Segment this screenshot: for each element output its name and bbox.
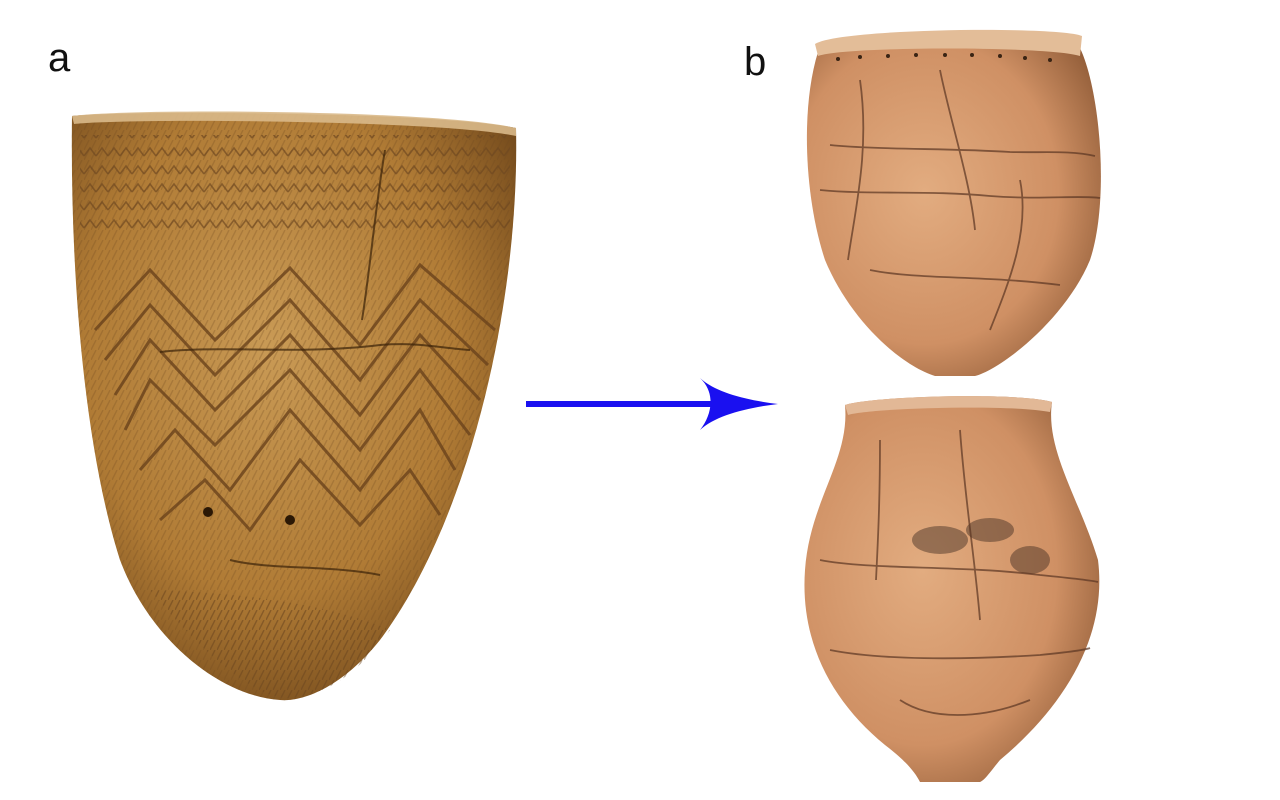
comb-pattern-vessel xyxy=(71,111,517,701)
plain-jar-bottom xyxy=(804,396,1100,782)
panel-b-label: b xyxy=(744,40,767,84)
arrow-right-icon xyxy=(526,378,778,430)
panel-a-label: a xyxy=(48,36,71,80)
plain-jar-top xyxy=(806,29,1101,376)
